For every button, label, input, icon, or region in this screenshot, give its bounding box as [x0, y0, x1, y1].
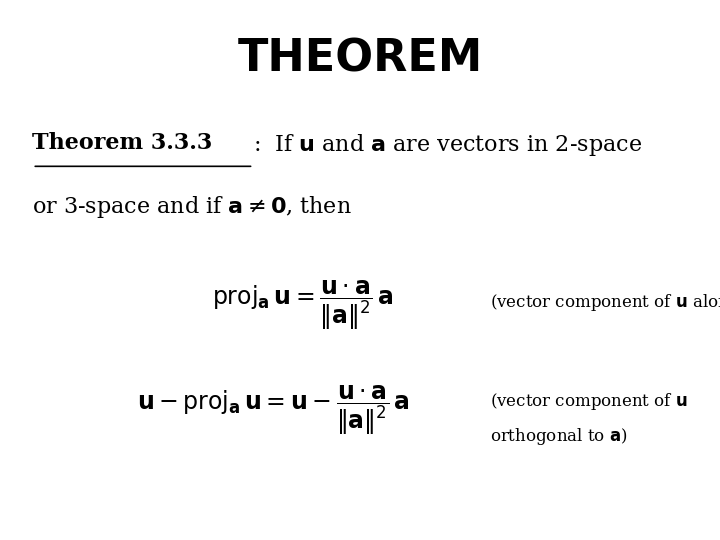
- Text: (vector component of $\mathbf{u}$: (vector component of $\mathbf{u}$: [490, 392, 688, 413]
- Text: THEOREM: THEOREM: [238, 38, 482, 81]
- Text: $\mathbf{u} - \mathrm{proj}_{\mathbf{a}}\,\mathbf{u} = \mathbf{u} - \dfrac{\math: $\mathbf{u} - \mathrm{proj}_{\mathbf{a}}…: [137, 383, 410, 437]
- Text: $\mathrm{proj}_{\mathbf{a}}\,\mathbf{u} = \dfrac{\mathbf{u} \cdot \mathbf{a}}{\|: $\mathrm{proj}_{\mathbf{a}}\,\mathbf{u} …: [212, 278, 393, 332]
- Text: orthogonal to $\mathbf{a}$): orthogonal to $\mathbf{a}$): [490, 426, 627, 447]
- Text: (vector component of $\mathbf{u}$ along $\mathbf{a}$): (vector component of $\mathbf{u}$ along …: [490, 292, 720, 313]
- Text: Theorem 3.3.3: Theorem 3.3.3: [32, 132, 212, 154]
- Text: or 3-space and if $\mathbf{a} \neq \mathbf{0}$, then: or 3-space and if $\mathbf{a} \neq \math…: [32, 194, 352, 220]
- Text: :  If $\mathbf{u}$ and $\mathbf{a}$ are vectors in 2-space: : If $\mathbf{u}$ and $\mathbf{a}$ are v…: [253, 132, 642, 158]
